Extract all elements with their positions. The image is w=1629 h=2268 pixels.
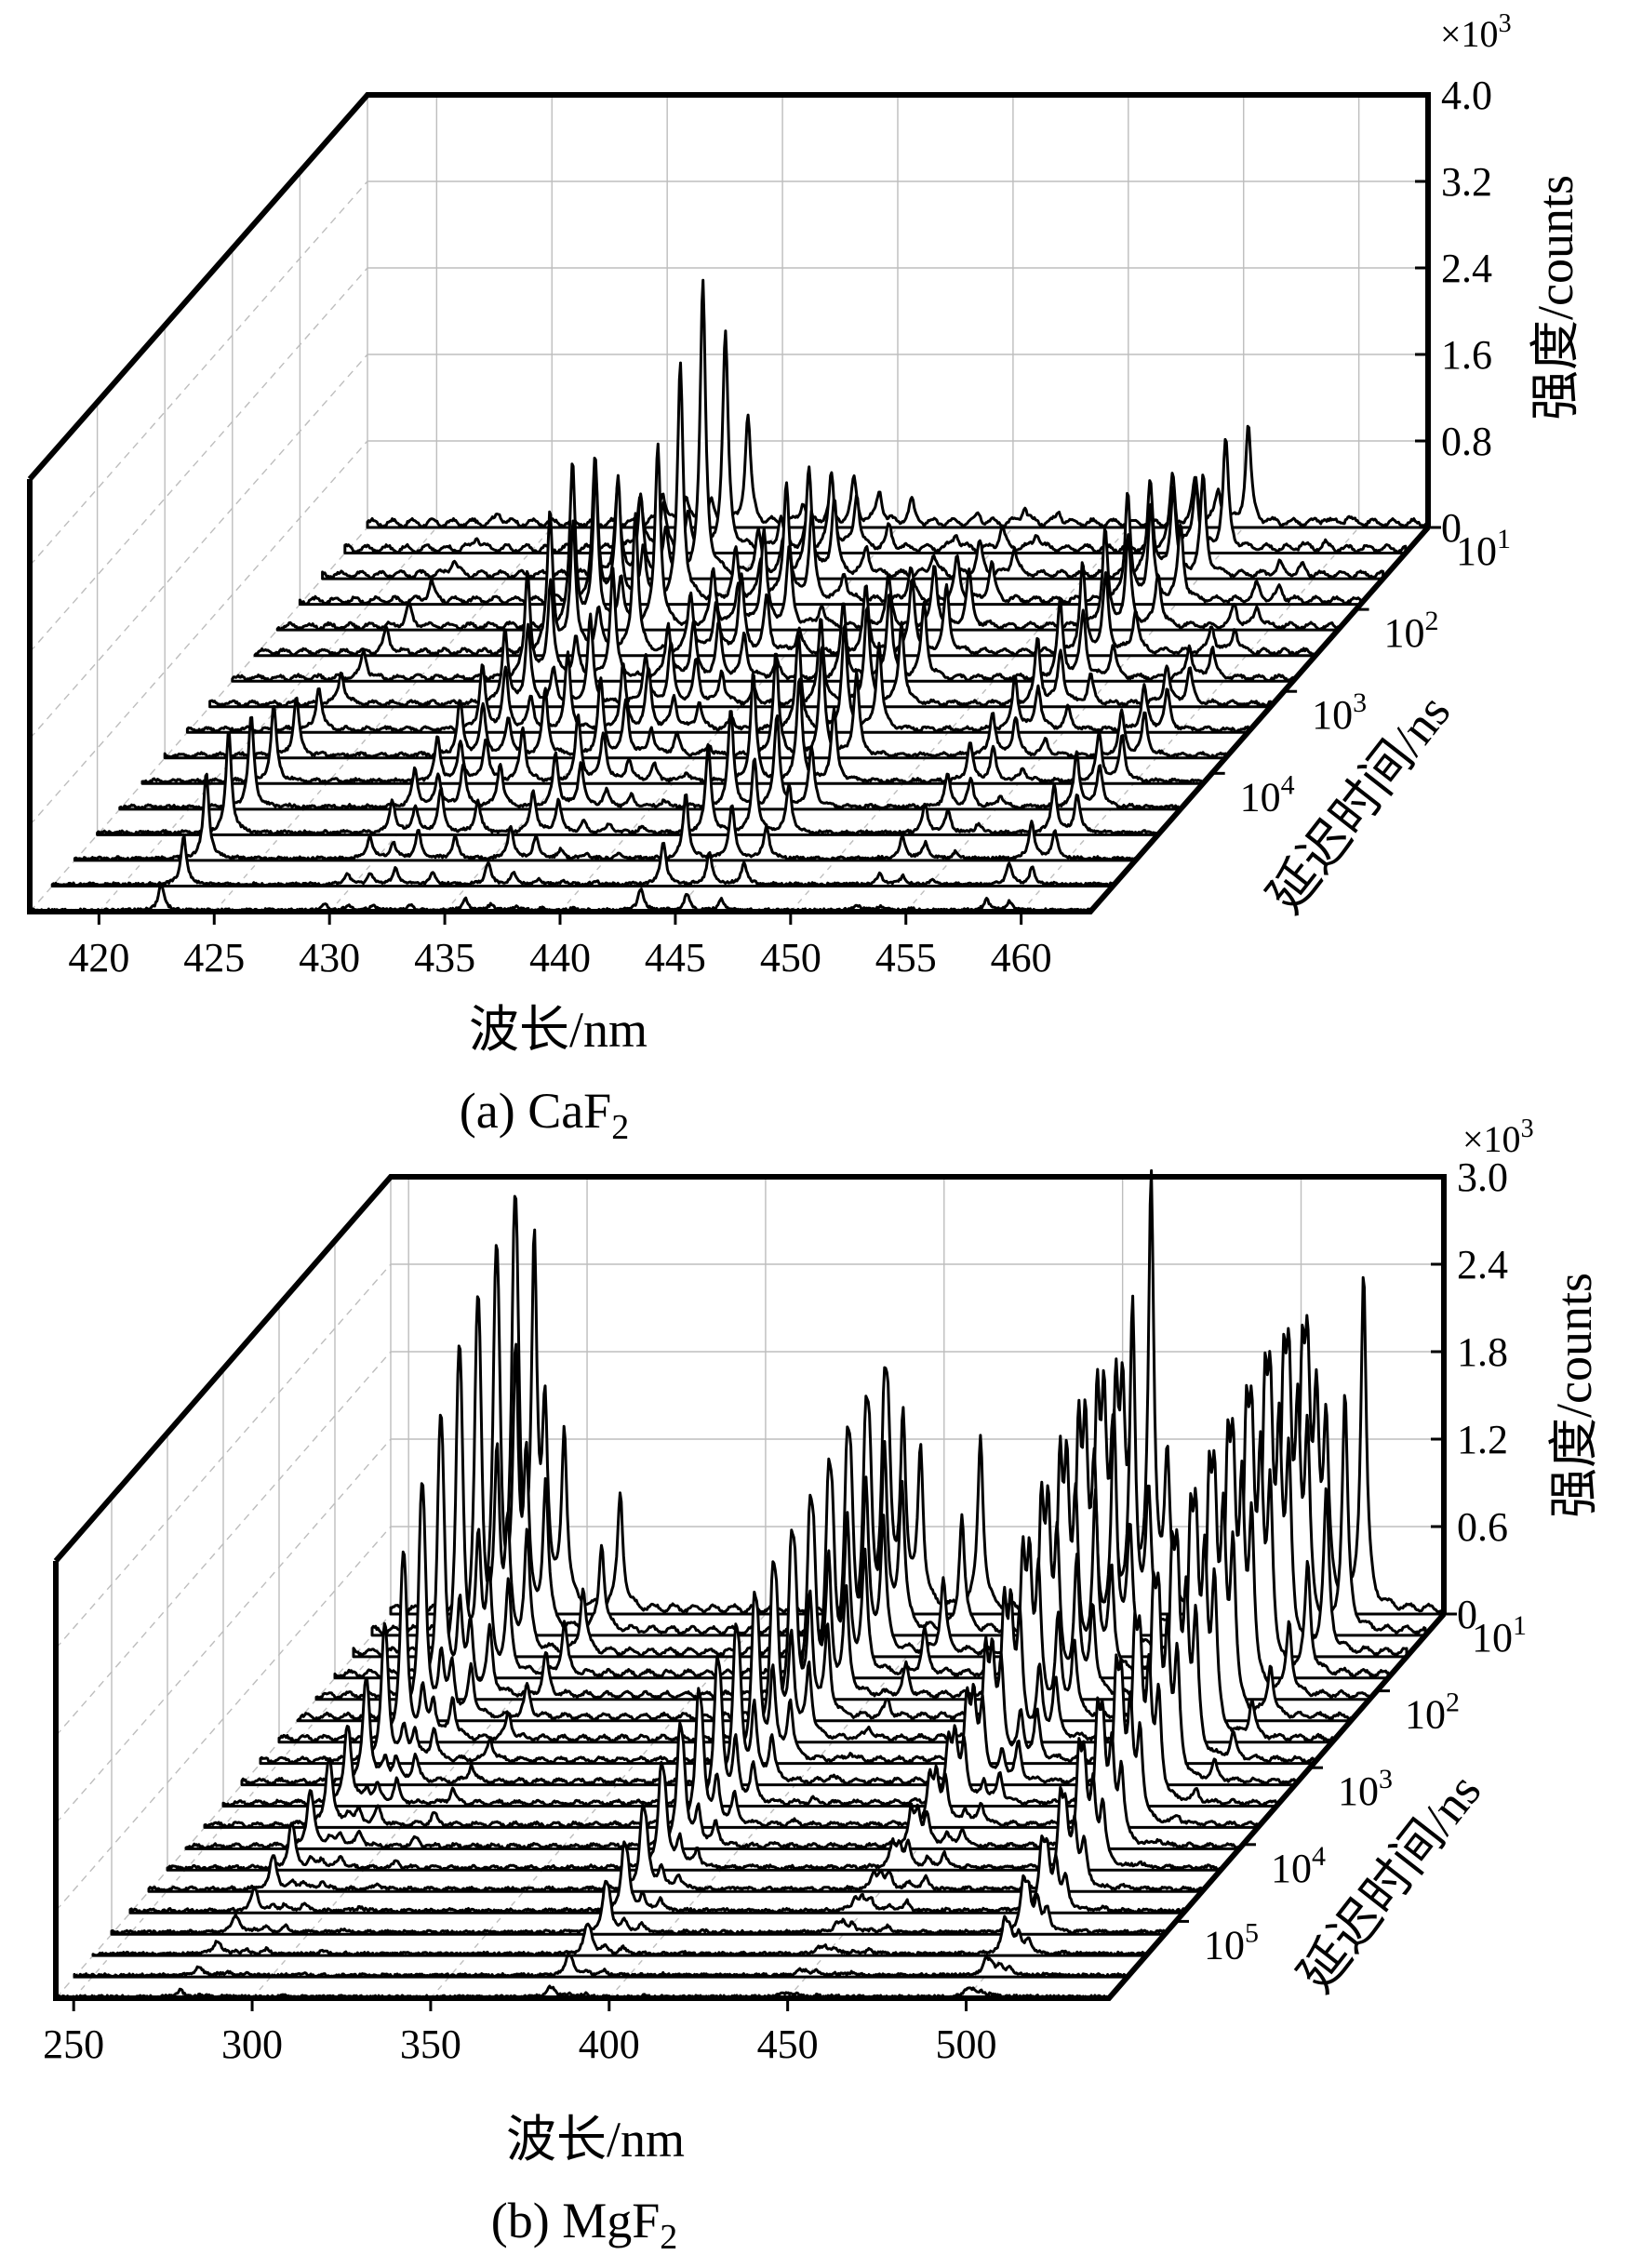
panel-b-x-ticks: 250 300 350 400 450 500 bbox=[43, 1998, 997, 2067]
x-tick-label: 450 bbox=[757, 2021, 819, 2067]
y-tick-label: 102 bbox=[1384, 606, 1439, 656]
floor-grid bbox=[444, 527, 783, 913]
z-tick-label: 3.2 bbox=[1441, 159, 1492, 205]
x-tick-label: 420 bbox=[68, 935, 129, 981]
back-top-edges bbox=[53, 1174, 1447, 1614]
x-tick-label: 460 bbox=[991, 935, 1052, 981]
side-wall-grid bbox=[29, 180, 368, 567]
x-tick-label: 425 bbox=[183, 935, 245, 981]
spectrum-trace bbox=[298, 361, 1362, 607]
x-tick-label: 500 bbox=[936, 2021, 997, 2067]
x-tick-label: 400 bbox=[579, 2021, 640, 2067]
chart-panel-a: 420 425 430 435 440 445 450 455 460 4.0 3.2 2.4 1.6… bbox=[27, 9, 1583, 1147]
y-tick-label: 102 bbox=[1405, 1688, 1460, 1738]
panel-b-caption: (b) MgF2 bbox=[491, 2193, 678, 2257]
floor-grid bbox=[213, 527, 553, 913]
x-tick-label: 435 bbox=[414, 935, 475, 981]
panel-a-z-ticks: 4.0 3.2 2.4 1.6 0.8 0 bbox=[1415, 73, 1492, 551]
spectrum-trace bbox=[91, 1914, 1148, 1957]
x-tick-label: 440 bbox=[529, 935, 591, 981]
floor-grid bbox=[98, 527, 437, 913]
z-tick-label: 0 bbox=[1441, 505, 1462, 551]
spectrum-trace bbox=[275, 442, 1340, 632]
spectrum-trace bbox=[73, 1954, 1129, 1979]
panel-b-frame bbox=[53, 1174, 1447, 2001]
front-floor-edges bbox=[53, 1561, 1447, 2001]
spectrum-trace bbox=[96, 731, 1160, 836]
panel-a-xlabel: 波长/nm bbox=[469, 1002, 648, 1058]
spectrum-trace bbox=[110, 1874, 1167, 1936]
z-tick-label: 2.4 bbox=[1457, 1242, 1508, 1287]
z-tick-label: 0.6 bbox=[1457, 1504, 1508, 1550]
z-tick-label: 1.8 bbox=[1457, 1329, 1508, 1375]
spectrum-trace bbox=[128, 1834, 1185, 1914]
x-tick-label: 445 bbox=[645, 935, 706, 981]
side-wall-grid bbox=[29, 527, 368, 913]
spectrum-trace bbox=[231, 567, 1295, 683]
panel-a-caption: (a) CaF2 bbox=[460, 1083, 629, 1147]
z-tick-label: 0.8 bbox=[1441, 419, 1492, 464]
side-wall-grid bbox=[29, 267, 368, 653]
x-tick-label: 430 bbox=[299, 935, 360, 981]
y-tick-label: 101 bbox=[1472, 1610, 1527, 1661]
spectrum-trace bbox=[321, 278, 1385, 580]
z-tick-label: 1.6 bbox=[1441, 332, 1492, 378]
back-top-edges bbox=[27, 92, 1431, 527]
panel-a-ylabel: 延迟时间/ns bbox=[1257, 685, 1461, 924]
panel-a-x-ticks: 420 425 430 435 440 445 450 455 460 bbox=[68, 912, 1052, 981]
panel-b-z-ticks: 3.0 2.4 1.8 1.2 0.6 0 bbox=[1431, 1154, 1508, 1637]
z-tick-label: 3.0 bbox=[1457, 1154, 1508, 1200]
spectrum-trace bbox=[28, 882, 1092, 914]
panel-b-ylabel: 延迟时间/ns bbox=[1288, 1764, 1491, 2003]
spectrum-trace bbox=[50, 834, 1115, 887]
x-tick-label: 455 bbox=[875, 935, 937, 981]
x-tick-label: 300 bbox=[221, 2021, 283, 2067]
y-tick-label: 104 bbox=[1240, 769, 1295, 820]
y-tick-label: 103 bbox=[1338, 1764, 1393, 1814]
side-wall-grid bbox=[29, 354, 368, 740]
z-tick-label: 1.2 bbox=[1457, 1417, 1508, 1462]
z-tick-label: 4.0 bbox=[1441, 73, 1492, 118]
side-wall-grid bbox=[29, 440, 368, 826]
floor-grid bbox=[1021, 527, 1360, 913]
y-tick-label: 105 bbox=[1204, 1917, 1259, 1968]
y-tick-label: 101 bbox=[1456, 524, 1511, 574]
x-tick-label: 450 bbox=[760, 935, 821, 981]
z-tick-label: 0 bbox=[1457, 1592, 1477, 1637]
panel-b-xlabel: 波长/nm bbox=[506, 2112, 685, 2168]
x-tick-label: 350 bbox=[400, 2021, 461, 2067]
panel-a-spectra bbox=[28, 278, 1430, 914]
panel-a-y-ticks: 101 102 103 104 bbox=[1211, 524, 1511, 820]
panel-b-z-multiplier: ×103 bbox=[1462, 1114, 1534, 1160]
z-tick-label: 2.4 bbox=[1441, 246, 1492, 291]
panel-a-z-multiplier: ×103 bbox=[1440, 9, 1512, 55]
spectrum-trace bbox=[343, 329, 1408, 554]
floor-grid bbox=[790, 527, 1129, 913]
spectrum-trace bbox=[118, 710, 1182, 811]
y-tick-label: 103 bbox=[1312, 687, 1367, 738]
spectrum-trace bbox=[366, 413, 1430, 529]
y-tick-label: 104 bbox=[1271, 1841, 1326, 1891]
spectrum-trace bbox=[73, 772, 1137, 862]
spectrum-trace bbox=[253, 510, 1317, 658]
x-tick-label: 250 bbox=[43, 2021, 104, 2067]
panel-b-zlabel: 强度/counts bbox=[1546, 1273, 1602, 1518]
panel-a-zlabel: 强度/counts bbox=[1528, 175, 1583, 420]
chart-panel-b: 250 300 350 400 450 500 3.02.41.81.20.60 1011… bbox=[43, 1114, 1602, 2257]
